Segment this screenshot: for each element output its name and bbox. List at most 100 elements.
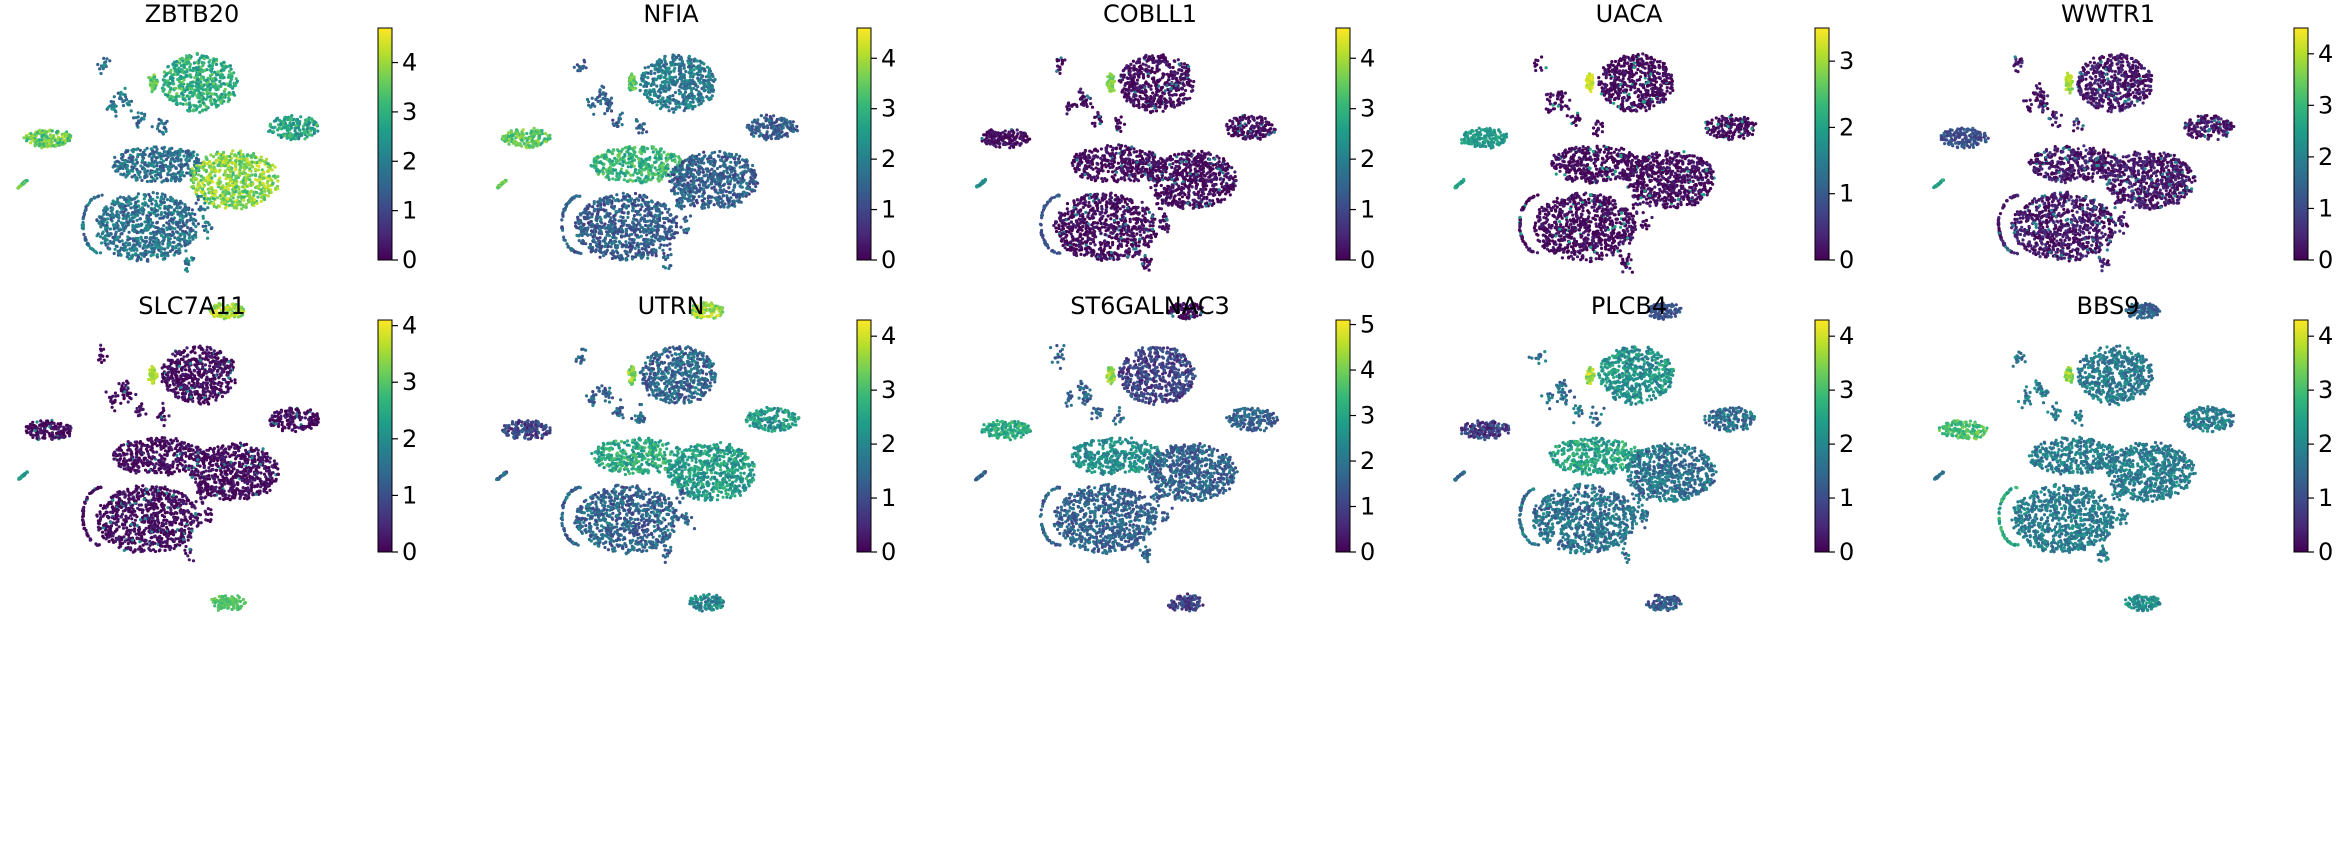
cell-point <box>212 70 217 74</box>
cell-point <box>659 153 663 157</box>
cell-point <box>47 139 51 143</box>
cell-point <box>751 124 755 128</box>
cell-point <box>706 199 710 203</box>
cell-point <box>711 88 716 92</box>
cell-point <box>163 150 167 154</box>
cell-point <box>155 176 159 180</box>
cell-point <box>196 194 201 198</box>
cell-point <box>258 192 262 196</box>
cell-point <box>173 201 177 205</box>
cell-point <box>109 217 113 221</box>
cell-point <box>121 104 126 108</box>
cell-point <box>243 171 247 175</box>
cell-point <box>602 154 606 158</box>
cell-point <box>143 236 148 240</box>
cell-point <box>698 186 703 190</box>
cell-point <box>784 121 788 125</box>
cell-point <box>791 129 796 134</box>
cell-point <box>754 173 758 177</box>
cell-point <box>124 204 128 208</box>
cell-point <box>213 84 217 88</box>
cell-point <box>272 119 277 123</box>
cell-point <box>763 136 767 140</box>
cell-point <box>211 180 215 184</box>
cell-point <box>707 70 711 75</box>
cell-point <box>231 149 235 153</box>
cell-point <box>156 204 161 208</box>
cell-point <box>659 87 663 91</box>
cell-point <box>601 172 605 176</box>
cell-point <box>135 231 139 235</box>
cell-point <box>673 192 677 196</box>
cell-point <box>641 77 645 81</box>
cell-point <box>228 64 232 68</box>
cell-point <box>283 134 287 138</box>
cell-point <box>727 190 732 194</box>
cell-point <box>99 241 104 245</box>
cell-point <box>162 70 167 74</box>
cell-point <box>154 203 158 207</box>
cell-point <box>161 239 166 243</box>
cell-point <box>238 173 242 177</box>
cell-point <box>159 161 163 165</box>
cell-point <box>228 184 232 188</box>
cell-point <box>728 166 732 170</box>
cell-point <box>649 63 653 67</box>
cell-point <box>199 83 203 87</box>
cell-point <box>310 127 314 131</box>
cell-point <box>129 206 133 210</box>
cell-point <box>176 210 180 215</box>
cell-point <box>234 81 238 85</box>
cell-point <box>729 170 734 174</box>
cell-point <box>639 83 643 87</box>
cell-point <box>655 168 659 172</box>
cell-point <box>271 163 275 167</box>
cell-point <box>262 176 266 180</box>
cell-point <box>194 235 198 239</box>
cell-point <box>108 59 112 63</box>
cell-point <box>165 221 169 225</box>
cell-point <box>229 85 233 89</box>
cell-point <box>733 183 737 187</box>
cell-point <box>134 243 138 247</box>
cell-point <box>222 60 226 64</box>
cell-point <box>674 99 678 103</box>
cell-point <box>701 99 705 103</box>
cell-point <box>172 82 176 86</box>
cell-point <box>637 179 641 183</box>
cell-point <box>124 224 128 228</box>
cell-point <box>613 156 617 160</box>
cell-point <box>219 100 223 104</box>
cell-point <box>140 178 144 182</box>
cell-point <box>677 92 682 96</box>
cell-point <box>672 178 676 182</box>
cell-point <box>696 72 700 76</box>
cell-point <box>629 156 633 160</box>
cell-point <box>735 195 739 199</box>
cell-point <box>315 123 319 127</box>
cell-point <box>532 135 536 139</box>
cell-point <box>273 174 277 178</box>
cell-point <box>119 210 123 214</box>
cell-point <box>764 113 769 117</box>
cell-point <box>253 174 258 178</box>
cell-point <box>506 134 510 138</box>
cell-point <box>172 253 176 257</box>
cell-point <box>232 92 236 96</box>
cell-point <box>134 252 138 256</box>
cell-point <box>245 157 249 161</box>
cell-point <box>208 95 213 99</box>
cell-point <box>640 152 644 156</box>
cell-point <box>119 221 123 225</box>
cell-point <box>302 131 306 135</box>
cell-point <box>653 156 657 160</box>
cell-point <box>702 67 706 71</box>
cell-point <box>259 199 263 203</box>
cell-point <box>262 170 266 174</box>
cell-point <box>688 86 693 90</box>
cell-point <box>194 230 198 234</box>
cell-point <box>227 73 231 77</box>
cell-point <box>721 194 725 198</box>
cell-point <box>654 172 658 176</box>
cell-point <box>38 141 42 145</box>
